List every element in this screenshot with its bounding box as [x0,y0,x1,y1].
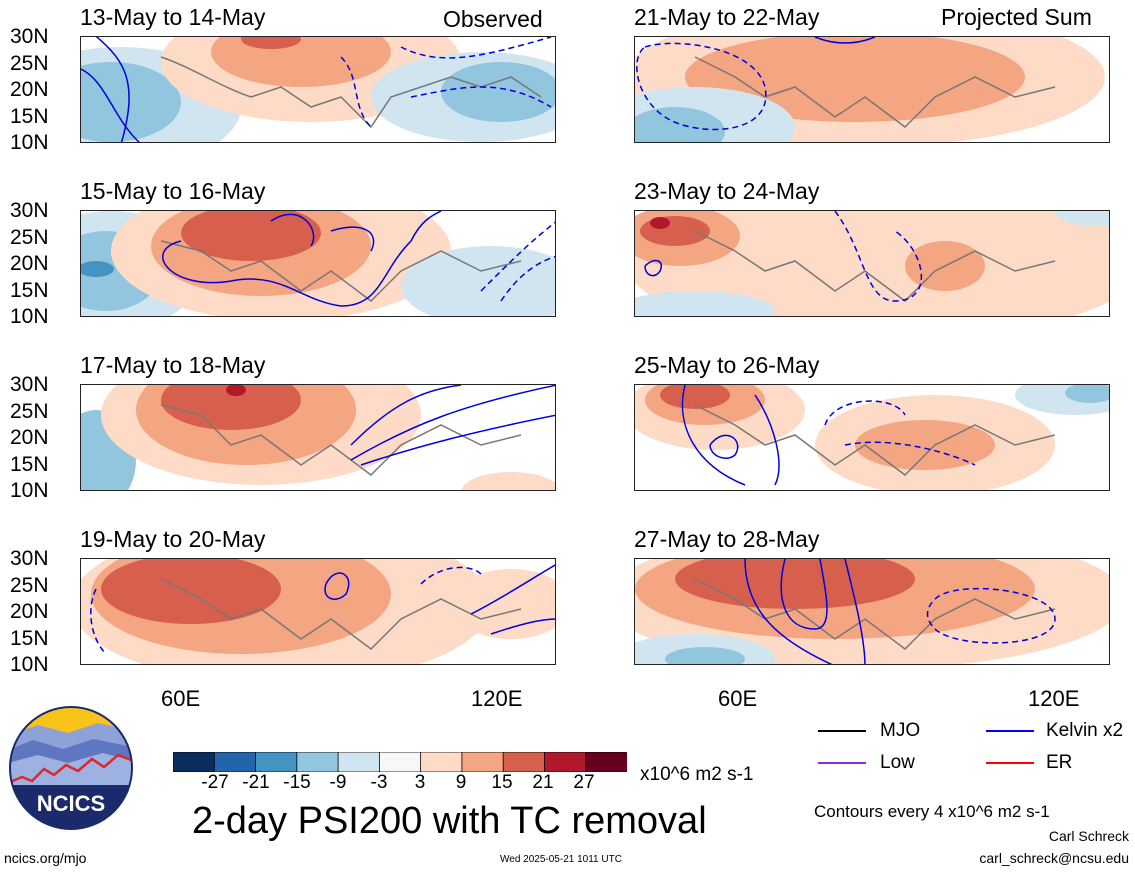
panel-6-title: 23-May to 24-May [634,178,820,204]
lat-label: 20N [10,426,49,449]
lat-label: 15N [10,279,49,302]
map-panel-2 [80,210,556,317]
panel-7-title: 25-May to 26-May [634,352,820,378]
legend-swatch-low [818,762,866,764]
lat-label: 15N [10,627,49,650]
colorbar-swatch [502,751,546,773]
main-title: 2-day PSI200 with TC removal [192,800,707,842]
colorbar-label: -9 [329,772,347,793]
lon-label-right-60e: 60E [718,686,758,711]
panel-4-title: 19-May to 20-May [80,526,266,552]
lat-label: 30N [10,25,49,48]
colorbar-unit: x10^6 m2 s-1 [640,764,754,785]
site-link[interactable]: ncics.org/mjo [4,850,87,866]
timestamp: Wed 2025-05-21 1011 UTC [500,854,622,865]
lat-label: 25N [10,574,49,597]
lat-label: 30N [10,547,49,570]
colorbar-label: 27 [573,772,595,793]
colorbar-swatch [255,751,298,773]
colorbar-swatch [337,751,381,773]
legend-label-kelvin: Kelvin x2 [1046,720,1124,741]
legend-swatch-er [986,762,1034,764]
panel-1-tag: Observed [443,6,543,32]
legend-label-er: ER [1046,752,1073,773]
map-panel-1 [80,36,556,143]
colorbar-label: -21 [242,772,270,793]
lat-label: 25N [10,400,49,423]
lat-label: 10N [10,305,49,328]
colorbar-label: -27 [201,772,229,793]
lat-label: 20N [10,600,49,623]
panel-8-title: 27-May to 28-May [634,526,820,552]
colorbar-label: 15 [491,772,513,793]
map-panel-3 [80,384,556,491]
lat-label: 30N [10,373,49,396]
lat-label: 10N [10,131,49,154]
map-panel-5 [634,36,1110,143]
lat-label: 15N [10,453,49,476]
lat-label: 10N [10,653,49,676]
colorbar-label: 3 [414,772,426,793]
panel-1-title: 13-May to 14-May [80,4,266,30]
panel-5-tag: Projected Sum [941,4,1092,30]
panel-5-title: 21-May to 22-May [634,4,820,30]
lat-label: 10N [10,479,49,502]
colorbar-label: -15 [283,772,311,793]
map-panel-6 [634,210,1110,317]
panel-2-title: 15-May to 16-May [80,178,266,204]
colorbar-label: 9 [455,772,467,793]
colorbar [172,751,628,773]
colorbar-swatch [296,751,339,773]
colorbar-swatch [544,751,587,773]
legend-label-low: Low [880,752,915,773]
lon-label-right-120e: 120E [1028,686,1080,711]
legend-label-mjo: MJO [880,720,921,741]
colorbar-label: -3 [370,772,388,793]
lon-label-left-60e: 60E [161,686,201,711]
colorbar-swatch [585,751,628,773]
lat-label: 25N [10,52,49,75]
lat-label: 30N [10,199,49,222]
lat-label: 20N [10,78,49,101]
lat-label: 25N [10,226,49,249]
lat-label: 20N [10,252,49,275]
author: Carl Schreck [1048,828,1129,844]
ncics-logo: NCICS [8,705,134,831]
lat-label: 15N [10,105,49,128]
panel-3-title: 17-May to 18-May [80,352,266,378]
colorbar-swatch [420,751,463,773]
logo-text: NCICS [37,791,105,816]
email: carl_schreck@ncsu.edu [979,850,1129,866]
map-panel-8 [634,558,1110,665]
colorbar-swatch [213,751,257,773]
colorbar-swatch [461,751,505,773]
map-panel-4 [80,558,556,665]
contour-note: Contours every 4 x10^6 m2 s-1 [814,802,1050,821]
legend-swatch-kelvin [986,730,1034,732]
lon-label-left-120e: 120E [471,686,523,711]
colorbar-swatches [172,751,628,773]
colorbar-swatch [378,751,422,773]
map-panel-7 [634,384,1110,491]
colorbar-label: 21 [532,772,554,793]
legend-swatch-mjo [818,730,866,732]
colorbar-swatch [172,751,216,773]
